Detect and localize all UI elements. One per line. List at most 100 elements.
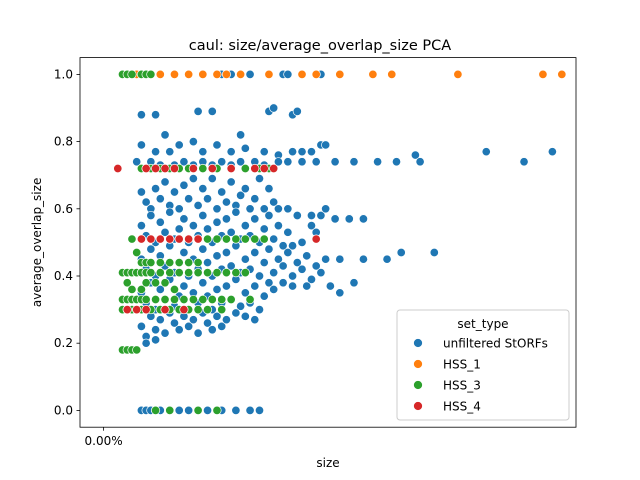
point-series-1-3	[155, 69, 165, 79]
point-series-1-16	[453, 69, 463, 79]
point-series-0-161	[198, 244, 208, 254]
y-tick-label-0: 0.0	[54, 403, 73, 417]
point-series-0-73	[330, 157, 340, 167]
point-series-3-4	[169, 163, 180, 174]
point-series-0-107	[316, 210, 326, 221]
point-series-1-13	[335, 69, 345, 79]
point-series-0-251	[151, 335, 161, 345]
point-series-0-235	[169, 318, 180, 328]
point-series-0-245	[217, 321, 227, 331]
point-series-0-118	[165, 207, 175, 217]
point-series-2-86	[132, 345, 142, 355]
point-series-0-23	[207, 106, 217, 116]
point-series-1-4	[169, 69, 180, 79]
point-series-3-16	[184, 234, 194, 244]
point-series-0-72	[311, 157, 321, 167]
point-series-2-52	[127, 234, 137, 244]
y-tick-label-1: 0.2	[54, 336, 73, 350]
point-series-3-6	[207, 163, 217, 174]
point-series-0-141	[273, 221, 283, 231]
point-series-0-240	[193, 328, 203, 338]
point-series-2-20	[221, 268, 231, 278]
point-series-0-64	[217, 157, 227, 167]
point-series-0-212	[212, 284, 222, 294]
point-series-0-49	[410, 150, 420, 160]
point-series-1-8	[221, 69, 231, 79]
point-series-2-15	[174, 268, 184, 278]
point-series-0-180	[288, 271, 298, 281]
point-series-2-63	[231, 234, 241, 244]
point-series-0-16	[245, 69, 255, 79]
point-series-3-5	[188, 163, 198, 174]
point-series-3-12	[146, 234, 156, 244]
point-series-0-226	[288, 281, 298, 291]
point-series-0-205	[179, 281, 189, 291]
plot-frame	[79, 57, 577, 428]
point-series-0-140	[269, 234, 279, 244]
point-series-2-31	[169, 294, 180, 305]
point-series-3-2	[151, 163, 161, 174]
y-axis-ticks: 0.0 0.2 0.4 0.6 0.8 1.0	[54, 67, 80, 417]
point-series-0-144	[288, 241, 298, 251]
point-series-0-84	[184, 194, 194, 204]
point-series-0-110	[344, 214, 354, 224]
legend-marker-0	[413, 338, 423, 348]
point-series-2-60	[202, 234, 213, 244]
point-series-2-61	[212, 234, 222, 244]
point-series-0-27	[188, 137, 198, 147]
point-series-2-89	[193, 405, 203, 415]
point-series-0-66	[236, 157, 246, 167]
point-series-0-101	[264, 184, 274, 194]
point-series-0-236	[174, 325, 184, 335]
point-series-0-13	[254, 405, 265, 415]
point-series-0-132	[231, 207, 241, 217]
point-series-0-43	[306, 147, 317, 157]
point-series-1-15	[387, 69, 397, 79]
point-series-0-98	[250, 194, 260, 204]
point-series-0-250	[141, 338, 151, 348]
point-series-2-70	[146, 258, 156, 268]
point-series-2-19	[212, 268, 222, 278]
point-series-0-79	[160, 177, 170, 187]
point-series-2-5	[146, 69, 156, 79]
point-series-0-189	[335, 254, 345, 264]
point-series-2-62	[221, 234, 231, 244]
point-series-0-130	[221, 214, 231, 224]
point-series-2-32	[179, 294, 189, 305]
point-series-2-87	[151, 405, 161, 415]
point-series-0-96	[240, 184, 250, 194]
point-series-0-232	[155, 315, 165, 325]
point-series-0-38	[240, 143, 250, 153]
legend-title: set_type	[457, 317, 508, 331]
point-series-0-30	[292, 106, 302, 116]
point-series-0-145	[297, 237, 307, 247]
point-series-2-74	[184, 258, 194, 268]
point-series-0-48	[391, 157, 402, 167]
point-series-0-7	[184, 405, 194, 415]
point-series-0-71	[297, 157, 307, 167]
point-series-0-33	[165, 147, 175, 157]
point-series-0-227	[302, 281, 312, 291]
point-series-0-78	[155, 194, 165, 204]
point-series-2-78	[136, 284, 146, 294]
point-series-3-21	[141, 305, 151, 315]
point-series-0-22	[193, 106, 203, 116]
point-series-0-166	[221, 247, 231, 258]
point-series-0-81	[169, 187, 180, 197]
point-series-0-217	[236, 301, 246, 311]
point-series-1-5	[184, 69, 194, 79]
point-series-0-112	[136, 221, 146, 231]
point-series-2-16	[184, 268, 194, 278]
point-series-0-238	[184, 321, 194, 331]
point-series-0-162	[202, 258, 213, 268]
point-series-0-85	[188, 174, 198, 184]
point-series-2-35	[207, 294, 217, 305]
point-series-0-42	[297, 147, 307, 157]
point-series-0-91	[217, 187, 227, 197]
point-series-0-45	[321, 140, 331, 150]
point-series-0-89	[207, 174, 217, 184]
point-series-3-11	[136, 234, 146, 244]
point-series-3-17	[193, 234, 203, 244]
point-series-2-21	[231, 268, 241, 278]
point-series-0-175	[264, 244, 274, 254]
